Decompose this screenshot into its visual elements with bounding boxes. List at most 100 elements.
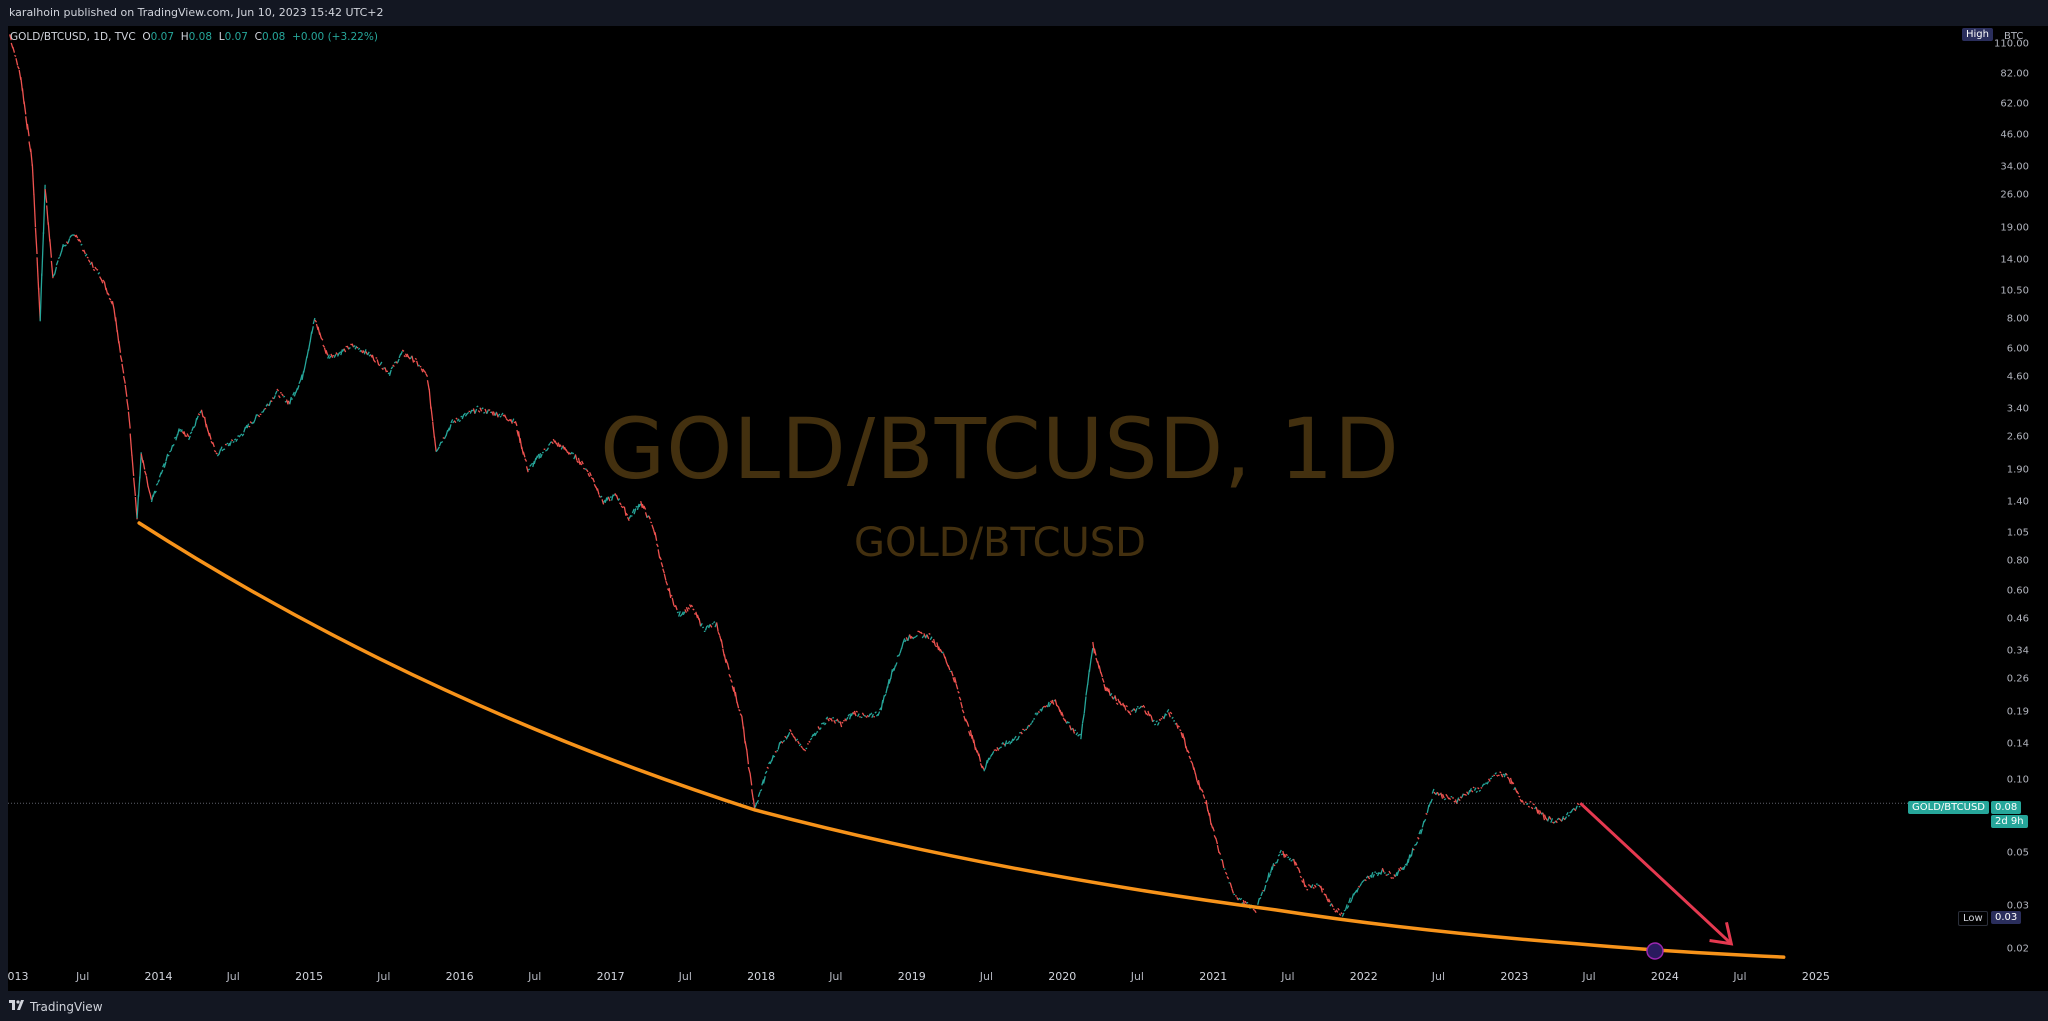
price-segment [1156,721,1160,726]
price-segment [188,435,191,441]
x-tick-label: 2024 [1650,970,1679,983]
price-segment [874,711,877,714]
price-segment [957,690,960,694]
price-segment [610,494,614,501]
price-segment [883,693,887,697]
price-segment [401,349,405,352]
price-segment [583,467,586,470]
price-segment [656,543,659,548]
price-segment [1334,910,1337,913]
price-segment [1017,735,1020,740]
price-segment [1101,678,1105,683]
price-segment [139,452,142,479]
price-segment [162,463,165,468]
x-tick-label: Jul [1431,970,1446,983]
x-tick-label: 2019 [897,970,926,983]
price-segment [356,346,359,349]
price-segment [1204,801,1207,805]
price-segment [17,65,20,70]
price-segment [1473,787,1477,792]
price-segment [503,414,507,419]
price-segment [52,273,56,278]
price-segment [983,767,987,772]
legend-close-label: C [254,31,262,43]
high-badge: High [1962,28,1993,41]
price-segment [764,770,768,775]
price-segment [157,479,161,483]
chart-area[interactable] [8,26,1966,991]
price-segment [1202,794,1206,799]
price-segment [530,462,534,466]
price-segment [671,597,675,606]
price-segment [852,711,855,715]
price-segment [1168,712,1171,718]
price-segment [1478,789,1482,792]
price-segment [78,238,82,243]
price-segment [626,516,630,522]
price-segment [913,636,917,639]
price-segment [674,604,678,611]
price-segment [403,355,406,358]
price-segment [1048,702,1052,708]
price-segment [1050,700,1053,704]
price-segment [460,415,463,418]
price-segment [991,750,995,755]
price-segment [1516,790,1520,795]
price-segment [1459,796,1463,799]
price-segment [189,431,193,435]
price-segment [617,498,621,501]
price-segment [447,427,450,432]
price-segment [535,455,539,460]
price-segment [551,441,554,445]
price-segment [265,403,269,407]
price-segment [1114,695,1118,702]
price-segment [814,732,818,737]
price-segment [998,747,1001,750]
price-segment [1535,807,1539,814]
price-segment [1312,886,1315,889]
price-segment [1575,805,1578,810]
price-segment [1090,648,1094,660]
price-segment [1112,696,1116,700]
price-segment [738,709,741,712]
price-segment [1224,871,1228,875]
price-segment [1046,701,1050,708]
price-segment [328,355,332,359]
price-segment [1532,803,1535,806]
price-axis[interactable] [1958,26,2048,991]
price-segment [408,356,411,360]
price-segment [915,634,918,638]
price-segment [244,424,248,429]
price-segment [524,458,528,462]
price-segment [453,420,457,424]
y-tick-label: 4.60 [2006,371,2029,383]
price-segment [1381,867,1385,873]
price-segment [921,635,925,639]
price-segment [229,440,232,447]
price-segment [1037,711,1040,713]
price-segment [1088,658,1092,672]
price-segment [1337,907,1340,911]
price-segment [77,238,80,242]
price-segment [920,631,923,635]
price-segment [1445,793,1448,797]
price-segment [688,604,692,608]
price-segment [1169,711,1173,715]
price-segment [428,388,432,409]
price-segment [678,611,681,617]
price-segment [1283,853,1287,858]
price-segment [592,477,595,483]
price-segment [690,604,694,608]
price-segment [666,588,670,592]
price-segment [165,453,169,462]
price-segment [857,713,860,717]
price-segment [54,266,58,275]
legend-open-label: O [142,31,151,43]
price-segment [746,749,750,765]
price-segment [660,562,664,568]
price-segment [414,357,418,361]
price-segment [293,391,297,397]
y-tick-label: 62.00 [2000,98,2029,110]
price-segment [1467,789,1471,796]
